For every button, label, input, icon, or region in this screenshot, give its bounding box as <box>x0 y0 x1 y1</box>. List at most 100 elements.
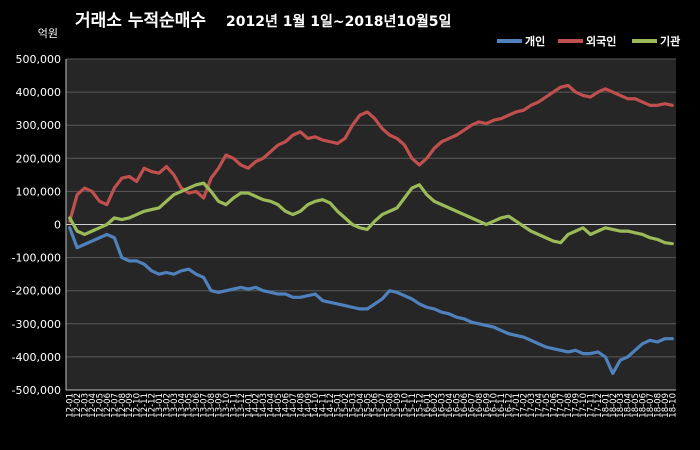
x-tick-label: 18-10 <box>668 393 678 418</box>
y-tick-label: 300,000 <box>16 119 62 132</box>
x-tick-label: 13-09 <box>215 393 225 418</box>
x-tick-label: 12-08 <box>118 393 128 418</box>
x-tick-label: 17-05 <box>542 393 552 418</box>
x-tick-label: 15-09 <box>393 393 403 418</box>
x-tick-label: 13-06 <box>192 393 202 418</box>
y-tick-label: 500,000 <box>16 53 62 66</box>
x-tick-label: 18-02 <box>609 393 619 418</box>
y-tick-label: 200,000 <box>16 152 62 165</box>
y-tick-label: -200,000 <box>12 285 61 298</box>
x-tick-label: 14-10 <box>311 393 321 418</box>
x-tick-label: 17-03 <box>527 393 537 418</box>
x-tick-label: 16-11 <box>497 393 507 418</box>
x-tick-label: 17-10 <box>579 393 589 418</box>
x-tick-label: 16-01 <box>423 393 433 418</box>
y-axis: 500,000 400,000 300,000 200,000 100,000 0 -100… <box>12 53 67 397</box>
x-tick-label: 12-07 <box>110 393 120 418</box>
chart-title: 거래소 누적순매수 <box>75 11 206 31</box>
y-tick-label: 0 <box>54 219 61 232</box>
y-tick-label: -500,000 <box>12 384 61 397</box>
x-tick-label: 16-03 <box>438 393 448 418</box>
x-tick-label: 17-06 <box>549 393 559 418</box>
x-tick-label: 18-04 <box>624 393 634 418</box>
x-tick-label: 18-09 <box>661 393 671 418</box>
x-tick-label: 14-06 <box>281 393 291 418</box>
x-tick-label: 12-11 <box>140 393 150 418</box>
x-tick-label: 14-05 <box>274 393 284 418</box>
x-tick-label: 17-11 <box>586 393 596 418</box>
x-tick-label: 15-03 <box>348 393 358 418</box>
y-tick-label: -400,000 <box>12 351 61 364</box>
x-tick-label: 13-04 <box>177 393 187 418</box>
chart-subtitle: 2012년 1월 1일~2018년10월5일 <box>226 13 451 30</box>
x-tick-label: 16-09 <box>482 393 492 418</box>
x-tick-label: 16-12 <box>505 393 515 418</box>
x-tick-label: 13-12 <box>237 393 247 418</box>
legend-label-foreign: 외국인 <box>586 34 616 48</box>
x-tick-label: 15-02 <box>341 393 351 418</box>
x-tick-label: 17-02 <box>520 393 530 418</box>
x-tick-label: 12-06 <box>103 393 113 418</box>
series-line-institution <box>68 181 674 246</box>
x-tick-label: 15-10 <box>400 393 410 418</box>
x-tick-label: 18-03 <box>616 393 626 418</box>
x-tick-label: 18-01 <box>601 393 611 418</box>
x-tick-label: 16-04 <box>445 393 455 418</box>
x-tick-label: 14-02 <box>252 393 262 418</box>
series-lines <box>68 83 674 376</box>
x-tick-label: 16-10 <box>490 393 500 418</box>
x-tick-label: 14-08 <box>296 393 306 418</box>
x-tick-label: 12-02 <box>73 393 83 418</box>
x-tick-label: 17-09 <box>572 393 582 418</box>
x-tick-label: 14-12 <box>326 393 336 418</box>
x-tick-label: 13-03 <box>170 393 180 418</box>
x-tick-label: 12-05 <box>95 393 105 418</box>
x-tick-label: 16-05 <box>453 393 463 418</box>
x-tick-label: 15-01 <box>334 393 344 418</box>
x-tick-label: 17-12 <box>594 393 604 418</box>
x-tick-label: 15-07 <box>378 393 388 418</box>
x-tick-label: 15-12 <box>415 393 425 418</box>
x-tick-label: 16-08 <box>475 393 485 418</box>
x-tick-label: 14-09 <box>304 393 314 418</box>
y-tick-label: -100,000 <box>12 252 61 265</box>
series-line-foreign <box>68 83 674 223</box>
x-tick-label: 13-02 <box>162 393 172 418</box>
x-tick-label: 15-05 <box>363 393 373 418</box>
x-tick-label: 13-05 <box>185 393 195 418</box>
x-tick-label: 18-06 <box>639 393 649 418</box>
x-tick-label: 12-09 <box>125 393 135 418</box>
x-tick-label: 14-01 <box>244 393 254 418</box>
x-tick-label: 12-03 <box>81 393 91 418</box>
x-tick-label: 16-07 <box>467 393 477 418</box>
x-tick-label: 17-07 <box>557 393 567 418</box>
series-line-individual <box>68 226 674 376</box>
x-tick-label: 14-11 <box>319 393 329 418</box>
legend-label-institution: 기관 <box>660 34 680 48</box>
x-tick-label: 15-04 <box>356 393 366 418</box>
x-tick-label: 17-04 <box>534 393 544 418</box>
x-tick-label: 12-04 <box>88 393 98 418</box>
x-tick-label: 15-11 <box>408 393 418 418</box>
x-tick-label: 15-06 <box>371 393 381 418</box>
x-tick-label: 13-01 <box>155 393 165 418</box>
x-tick-label: 12-12 <box>148 393 158 418</box>
x-tick-label: 14-03 <box>259 393 269 418</box>
x-tick-label: 14-04 <box>267 393 277 418</box>
y-tick-label: 400,000 <box>16 86 62 99</box>
x-tick-label: 18-08 <box>653 393 663 418</box>
x-tick-label: 17-01 <box>512 393 522 418</box>
legend: 개인 외국인 기관 <box>497 34 680 48</box>
x-tick-label: 12-10 <box>133 393 143 418</box>
x-tick-label: 16-06 <box>460 393 470 418</box>
x-tick-label: 16-02 <box>430 393 440 418</box>
x-tick-label: 15-08 <box>386 393 396 418</box>
y-axis-unit-label: 억원 <box>38 27 58 40</box>
x-tick-label: 18-05 <box>631 393 641 418</box>
x-tick-label: 13-11 <box>229 393 239 418</box>
legend-label-individual: 개인 <box>525 34 545 48</box>
x-tick-label: 13-10 <box>222 393 232 418</box>
y-tick-label: 100,000 <box>16 185 62 198</box>
y-tick-label: -300,000 <box>12 318 61 331</box>
